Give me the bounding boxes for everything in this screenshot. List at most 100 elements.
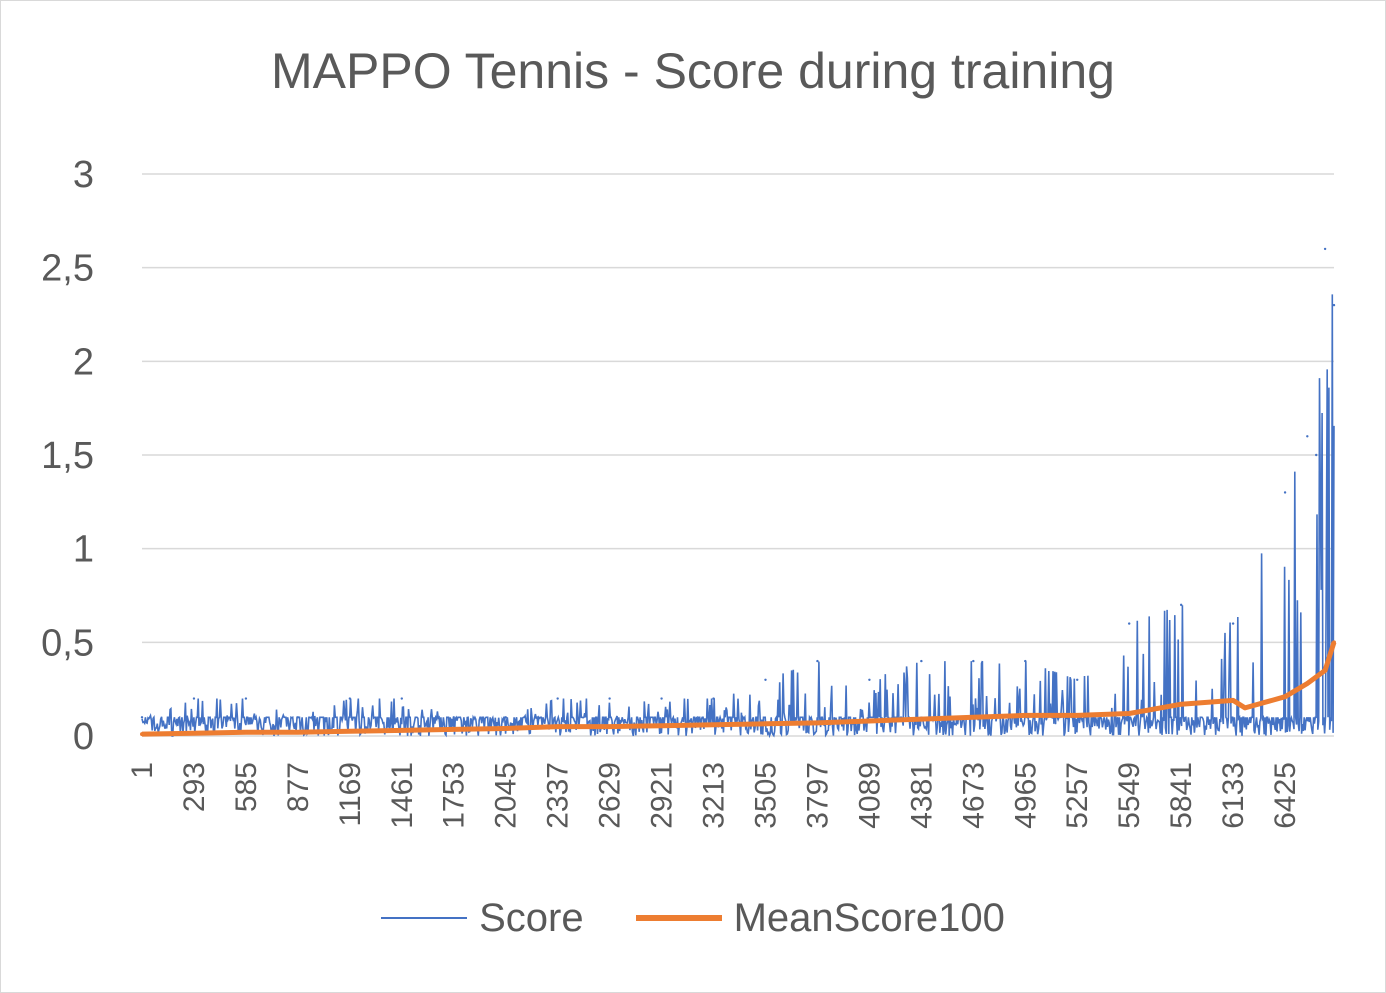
y-tick-label: 0,5	[41, 622, 94, 664]
data-point-meanscore100	[191, 731, 196, 736]
y-tick-label: 2	[73, 341, 94, 383]
data-point-meanscore100	[399, 728, 404, 733]
data-point-meanscore100	[1075, 713, 1080, 718]
data-point-meanscore100	[919, 717, 924, 722]
data-point-meanscore100	[140, 732, 144, 737]
x-tick-label: 585	[230, 762, 263, 812]
x-tick-label: 6133	[1217, 762, 1250, 829]
data-point-score	[1231, 622, 1235, 625]
chart-title: MAPPO Tennis - Score during training	[271, 43, 1115, 99]
data-point-score	[452, 716, 455, 719]
gridlines	[142, 173, 1334, 737]
data-point-meanscore100	[347, 729, 352, 734]
x-tick-label: 3213	[698, 762, 731, 829]
x-tick-label: 5841	[1165, 762, 1198, 829]
x-tick-label: 293	[178, 762, 211, 812]
y-tick-label: 1	[73, 529, 94, 571]
data-point-meanscore100	[659, 723, 664, 728]
x-tick-label: 5257	[1061, 762, 1094, 829]
legend-item-score: Score	[381, 896, 584, 941]
data-point-score	[608, 697, 611, 700]
x-tick-label: 2921	[646, 762, 679, 829]
data-point-meanscore100	[607, 724, 612, 729]
y-tick-label: 1,5	[41, 435, 94, 477]
x-tick-label: 3505	[749, 762, 782, 829]
x-tick-label: 877	[282, 762, 315, 812]
data-point-score	[1283, 491, 1287, 494]
data-point-score	[1076, 678, 1079, 681]
x-tick-label: 6425	[1269, 762, 1302, 829]
data-point-meanscore100	[243, 730, 248, 735]
data-point-meanscore100	[815, 720, 820, 725]
y-tick-label: 3	[73, 154, 94, 196]
x-tick-label: 1	[126, 762, 159, 779]
legend-label-score: Score	[479, 895, 584, 940]
data-point-score	[1024, 659, 1027, 663]
data-point-score	[504, 716, 507, 719]
x-tick-label: 2337	[542, 762, 575, 829]
data-point-meanscore100	[711, 722, 716, 727]
data-point-score	[1315, 453, 1318, 457]
data-point-score	[556, 697, 559, 700]
data-point-score	[1127, 622, 1131, 625]
data-point-score	[1323, 247, 1327, 251]
legend-swatch-score	[381, 917, 468, 919]
series-meanscore100	[140, 640, 1337, 737]
y-tick-label: 0	[73, 716, 94, 758]
x-tick-label: 2045	[490, 762, 523, 829]
data-point-score	[244, 697, 248, 700]
x-tick-label: 5549	[1113, 762, 1146, 829]
data-point-meanscore100	[295, 730, 300, 735]
legend-label-meanscore100: MeanScore100	[733, 895, 1005, 940]
data-point-meanscore100	[503, 726, 508, 731]
y-axis-tick-labels: 0 0,5 1 1,5 2 2,5 3	[41, 154, 94, 758]
data-point-score	[1332, 303, 1336, 307]
data-point-meanscore100	[867, 719, 872, 724]
data-point-meanscore100	[1283, 694, 1288, 699]
data-point-score	[1306, 435, 1309, 438]
y-tick-label: 2,5	[41, 248, 94, 290]
x-tick-label: 1753	[438, 762, 471, 829]
data-point-meanscore100	[1332, 640, 1336, 645]
x-tick-label: 1169	[334, 762, 367, 827]
data-point-score	[712, 697, 715, 700]
legend-item-meanscore100: MeanScore100	[635, 895, 1005, 941]
data-point-score	[140, 716, 144, 719]
data-point-meanscore100	[1023, 713, 1028, 718]
x-axis-tick-labels: 1 293 585 877 1169 1461 1753 2045 2337 2629 2921 32…	[126, 762, 1302, 829]
data-point-meanscore100	[451, 727, 456, 732]
data-point-meanscore100	[763, 721, 768, 726]
data-point-score	[972, 659, 975, 663]
data-point-score	[400, 697, 403, 700]
x-tick-label: 4089	[853, 762, 886, 829]
x-tick-label: 1461	[386, 762, 419, 829]
legend: Score MeanScore100	[0, 893, 1386, 943]
data-point-score	[660, 697, 663, 700]
data-point-meanscore100	[555, 724, 560, 729]
data-point-meanscore100	[1305, 681, 1310, 686]
x-tick-label: 3797	[801, 762, 834, 829]
data-point-score	[296, 716, 300, 719]
data-point-meanscore100	[1127, 711, 1132, 716]
data-point-score	[764, 678, 767, 681]
x-tick-label: 4965	[1009, 762, 1042, 829]
x-tick-label: 4381	[905, 762, 938, 829]
data-point-score	[920, 659, 923, 663]
data-point-score	[816, 659, 819, 663]
data-point-meanscore100	[971, 715, 976, 720]
series-score	[140, 247, 1336, 739]
x-tick-label: 4673	[957, 762, 990, 829]
data-point-meanscore100	[1243, 705, 1248, 710]
data-point-score	[1179, 603, 1183, 607]
data-point-score	[868, 678, 871, 681]
data-point-meanscore100	[1231, 698, 1236, 703]
data-point-score	[192, 697, 196, 700]
data-point-meanscore100	[1179, 702, 1184, 707]
series-line-score	[141, 294, 1335, 739]
data-point-meanscore100	[1323, 668, 1328, 673]
x-tick-label: 2629	[594, 762, 627, 829]
data-point-score	[348, 697, 352, 700]
legend-swatch-meanscore100	[635, 915, 722, 921]
